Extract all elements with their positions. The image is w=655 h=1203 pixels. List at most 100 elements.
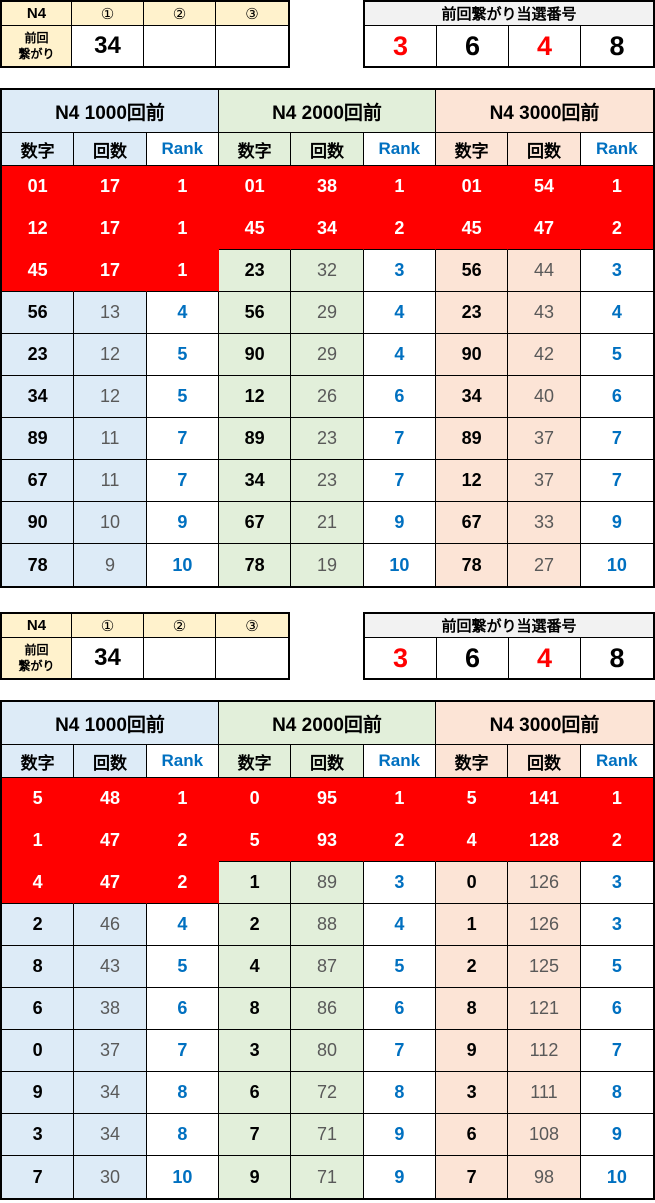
info-row-label-line: 前回 bbox=[24, 642, 49, 657]
count-cell: 43 bbox=[74, 946, 147, 988]
count-cell: 80 bbox=[291, 1030, 364, 1072]
digit-cell: 34 bbox=[2, 376, 75, 418]
digit-cell: 45 bbox=[436, 208, 509, 250]
count-cell: 141 bbox=[508, 778, 581, 820]
rank-cell: 2 bbox=[146, 862, 219, 904]
digit-cell: 5 bbox=[436, 778, 509, 820]
rank-cell: 5 bbox=[146, 946, 219, 988]
count-cell: 44 bbox=[508, 250, 581, 292]
digit-cell: 3 bbox=[436, 1072, 509, 1114]
count-cell: 10 bbox=[74, 502, 147, 544]
rank-cell: 8 bbox=[146, 1072, 219, 1114]
count-cell: 23 bbox=[291, 418, 364, 460]
info-col-header: ③ bbox=[216, 614, 288, 638]
rank-cell: 3 bbox=[580, 862, 653, 904]
count-cell: 93 bbox=[291, 820, 364, 862]
digit-cell: 89 bbox=[436, 418, 509, 460]
rank-cell: 5 bbox=[580, 946, 653, 988]
digit-cell: 1 bbox=[436, 904, 509, 946]
winning-number-cell: 3 bbox=[365, 638, 437, 678]
group-title: N4 3000回前 bbox=[436, 702, 653, 745]
count-cell: 37 bbox=[508, 418, 581, 460]
count-cell: 17 bbox=[74, 208, 147, 250]
info-value-cell: 34 bbox=[72, 638, 144, 678]
digit-cell: 78 bbox=[436, 544, 509, 586]
rank-cell: 4 bbox=[146, 904, 219, 946]
digit-cell: 8 bbox=[219, 988, 292, 1030]
winning-numbers-title: 前回繋がり当選番号 bbox=[365, 614, 653, 638]
info-col-header: ③ bbox=[216, 2, 288, 26]
info-value-cell bbox=[144, 26, 216, 66]
count-cell: 121 bbox=[508, 988, 581, 1030]
count-cell: 12 bbox=[74, 334, 147, 376]
previous-link-table: N4 ① ② ③ 前回 繋がり 34 bbox=[0, 0, 290, 68]
count-cell: 95 bbox=[291, 778, 364, 820]
analysis-section-pairs: N4 ① ② ③ 前回 繋がり 34 前回繋がり当選番号 3 6 4 8 N4 1000回前 N4 200… bbox=[0, 0, 655, 590]
winning-number-cell: 8 bbox=[581, 638, 653, 678]
rank-cell: 3 bbox=[363, 250, 436, 292]
group-title: N4 2000回前 bbox=[219, 702, 436, 745]
count-cell: 12 bbox=[74, 376, 147, 418]
count-cell: 13 bbox=[74, 292, 147, 334]
info-row-label-line: 繋がり bbox=[18, 659, 55, 673]
group-title: N4 1000回前 bbox=[2, 90, 219, 133]
count-cell: 86 bbox=[291, 988, 364, 1030]
digit-cell: 5 bbox=[219, 820, 292, 862]
rank-cell: 10 bbox=[580, 1156, 653, 1198]
info-row-label: 前回 繋がり bbox=[2, 638, 72, 678]
digit-cell: 3 bbox=[2, 1114, 75, 1156]
rank-cell: 1 bbox=[146, 208, 219, 250]
count-cell: 29 bbox=[291, 334, 364, 376]
digit-cell: 2 bbox=[219, 904, 292, 946]
winning-number-cell: 4 bbox=[509, 26, 581, 66]
rank-cell: 2 bbox=[146, 820, 219, 862]
digit-cell: 90 bbox=[2, 502, 75, 544]
count-cell: 47 bbox=[74, 820, 147, 862]
rank-cell: 4 bbox=[363, 904, 436, 946]
winning-numbers-title: 前回繋がり当選番号 bbox=[365, 2, 653, 26]
count-cell: 40 bbox=[508, 376, 581, 418]
rank-cell: 6 bbox=[363, 988, 436, 1030]
count-cell: 38 bbox=[291, 166, 364, 208]
rank-cell: 2 bbox=[363, 820, 436, 862]
winning-numbers-table: 前回繋がり当選番号 3 6 4 8 bbox=[363, 0, 655, 68]
digit-cell: 1 bbox=[219, 862, 292, 904]
count-cell: 21 bbox=[291, 502, 364, 544]
rank-cell: 8 bbox=[146, 1114, 219, 1156]
count-cell: 33 bbox=[508, 502, 581, 544]
count-cell: 126 bbox=[508, 862, 581, 904]
digit-cell: 0 bbox=[436, 862, 509, 904]
count-cell: 11 bbox=[74, 418, 147, 460]
digit-cell: 12 bbox=[436, 460, 509, 502]
info-value-cell bbox=[216, 26, 288, 66]
rank-cell: 2 bbox=[580, 820, 653, 862]
group-title: N4 2000回前 bbox=[219, 90, 436, 133]
winning-number-cell: 8 bbox=[581, 26, 653, 66]
count-col-header: 回数 bbox=[291, 133, 364, 166]
count-cell: 128 bbox=[508, 820, 581, 862]
count-cell: 43 bbox=[508, 292, 581, 334]
rank-cell: 2 bbox=[363, 208, 436, 250]
rank-cell: 9 bbox=[363, 1156, 436, 1198]
digit-cell: 12 bbox=[2, 208, 75, 250]
count-col-header: 回数 bbox=[74, 133, 147, 166]
winning-numbers-table: 前回繋がり当選番号 3 6 4 8 bbox=[363, 612, 655, 680]
info-col-header: ① bbox=[72, 614, 144, 638]
rank-cell: 3 bbox=[580, 250, 653, 292]
rank-cell: 9 bbox=[580, 502, 653, 544]
digit-cell: 9 bbox=[2, 1072, 75, 1114]
digit-cell: 0 bbox=[219, 778, 292, 820]
rank-cell: 7 bbox=[363, 1030, 436, 1072]
rank-cell: 9 bbox=[146, 502, 219, 544]
digit-cell: 89 bbox=[2, 418, 75, 460]
digit-cell: 4 bbox=[2, 862, 75, 904]
count-cell: 47 bbox=[74, 862, 147, 904]
digit-cell: 2 bbox=[436, 946, 509, 988]
count-cell: 9 bbox=[74, 544, 147, 586]
count-cell: 34 bbox=[291, 208, 364, 250]
digit-cell: 23 bbox=[436, 292, 509, 334]
count-cell: 108 bbox=[508, 1114, 581, 1156]
winning-number-cell: 3 bbox=[365, 26, 437, 66]
rank-col-header: Rank bbox=[580, 133, 653, 166]
count-col-header: 回数 bbox=[74, 745, 147, 778]
